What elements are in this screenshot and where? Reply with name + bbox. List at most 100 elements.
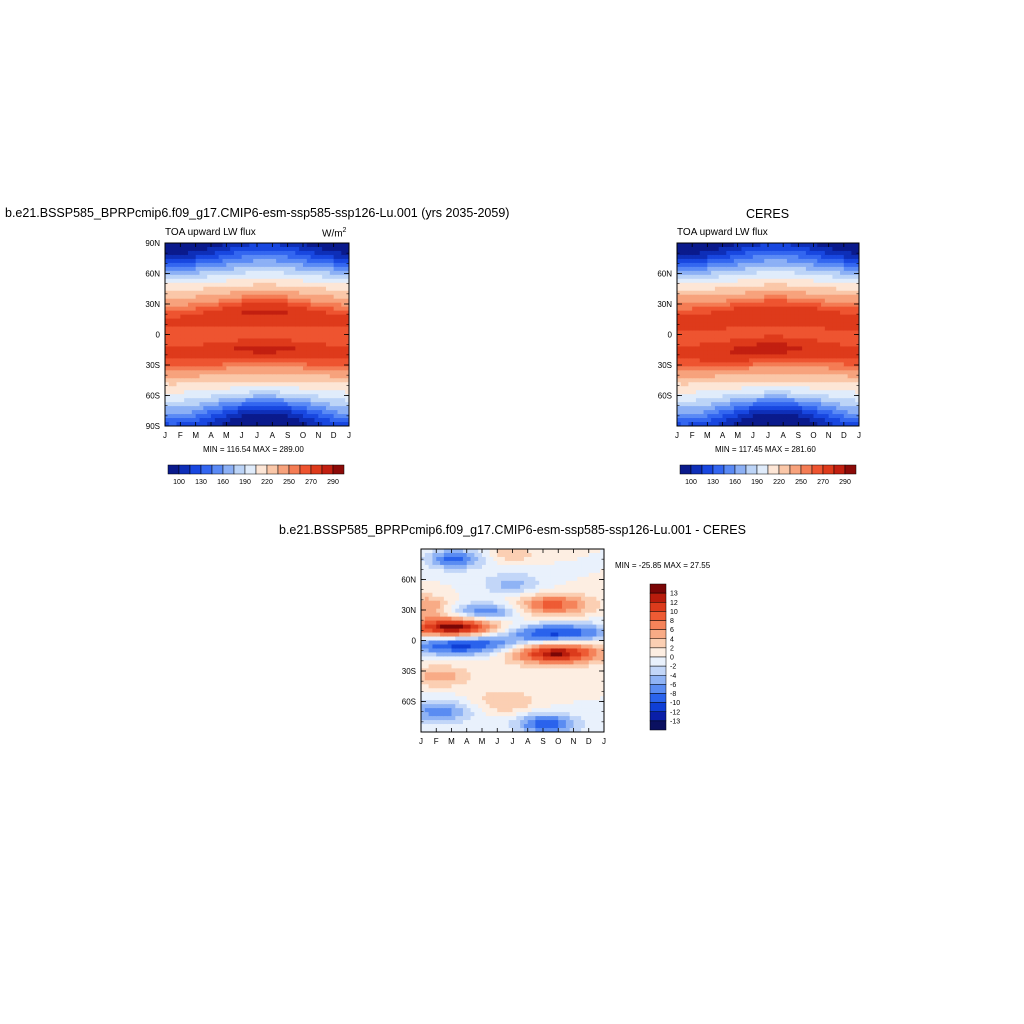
heatmap-cell (253, 282, 258, 288)
heatmap-cell (241, 290, 247, 296)
heatmap-cell (764, 350, 769, 355)
heatmap-cell (730, 314, 735, 320)
heatmap-cell (268, 282, 273, 288)
heatmap-cell (802, 314, 807, 320)
heatmap-cell (771, 366, 777, 371)
heatmap-cell (180, 326, 185, 332)
heatmap-cell (752, 250, 758, 256)
heatmap-cell (314, 338, 319, 344)
heatmap-cell (329, 294, 335, 300)
heatmap-cell (771, 330, 777, 336)
heatmap-cell (218, 350, 224, 355)
heatmap-cell (730, 294, 735, 300)
heatmap-cell (703, 406, 708, 411)
heatmap-cell (443, 588, 449, 594)
heatmap-cell (749, 266, 754, 272)
heatmap-cell (828, 274, 834, 280)
heatmap-cell (310, 366, 316, 371)
heatmap-cell (424, 700, 430, 705)
heatmap-cell (680, 342, 686, 348)
heatmap-cell (303, 254, 308, 260)
heatmap-cell (847, 290, 853, 296)
heatmap-cell (756, 374, 762, 379)
heatmap-cell (760, 330, 765, 336)
heatmap-cell (234, 398, 239, 403)
heatmap-cell (253, 243, 258, 248)
heatmap-cell (168, 266, 174, 272)
heatmap-cell (443, 664, 449, 669)
heatmap-cell (779, 390, 784, 395)
heatmap-cell (764, 382, 769, 387)
heatmap-cell (843, 342, 849, 348)
heatmap-cell (345, 318, 349, 324)
heatmap-cell (677, 402, 682, 407)
heatmap-cell (314, 302, 319, 308)
heatmap-cell (207, 422, 212, 426)
heatmap-cell (745, 350, 750, 355)
heatmap-cell (310, 402, 316, 407)
heatmap-cell (222, 286, 227, 292)
heatmap-cell (237, 402, 243, 407)
heatmap-cell (341, 262, 346, 268)
heatmap-cell (768, 350, 773, 355)
heatmap-cell (847, 330, 853, 336)
heatmap-cell (832, 346, 837, 352)
heatmap-cell (306, 346, 312, 352)
heatmap-cell (440, 572, 445, 578)
heatmap-cell (760, 370, 765, 375)
heatmap-cell (329, 282, 335, 288)
heatmap-cell (828, 402, 834, 407)
heatmap-cell (253, 314, 258, 320)
heatmap-cell (680, 422, 686, 426)
heatmap-cell (741, 258, 746, 264)
heatmap-cell (692, 402, 697, 407)
heatmap-cell (264, 366, 270, 371)
heatmap-cell (337, 422, 342, 426)
heatmap-cell (718, 286, 724, 292)
heatmap-cell (733, 250, 739, 256)
heatmap-cell (741, 346, 746, 352)
heatmap-cell (345, 274, 349, 280)
heatmap-cell (241, 366, 247, 371)
heatmap-cell (440, 612, 445, 618)
heatmap-cell (188, 346, 193, 352)
heatmap-cell (291, 250, 296, 256)
heatmap-cell (786, 274, 792, 280)
heatmap-cell (745, 306, 750, 312)
heatmap-cell (234, 290, 239, 296)
heatmap-cell (707, 306, 712, 312)
heatmap-cell (722, 282, 727, 288)
heatmap-cell (168, 314, 174, 320)
heatmap-cell (188, 414, 193, 419)
heatmap-cell (443, 692, 449, 697)
heatmap-cell (314, 370, 319, 375)
heatmap-cell (276, 286, 281, 292)
heatmap-cell (749, 422, 754, 426)
heatmap-cell (786, 402, 792, 407)
heatmap-cell (707, 338, 712, 344)
heatmap-cell (295, 354, 300, 359)
heatmap-cell (195, 386, 201, 391)
heatmap-cell (730, 302, 735, 308)
heatmap-cell (752, 418, 758, 423)
heatmap-cell (828, 362, 834, 367)
heatmap-cell (249, 302, 254, 308)
heatmap-cell (771, 318, 777, 324)
heatmap-cell (188, 410, 193, 415)
heatmap-cell (843, 294, 849, 300)
heatmap-cell (726, 243, 731, 248)
heatmap-cell (283, 294, 289, 300)
heatmap-cell (249, 258, 254, 264)
heatmap-cell (824, 290, 830, 296)
heatmap-cell (707, 298, 712, 304)
heatmap-cell (840, 338, 845, 344)
heatmap-cell (684, 358, 689, 363)
heatmap-cell (199, 278, 204, 284)
heatmap-cell (176, 298, 181, 304)
heatmap-cell (855, 398, 859, 403)
heatmap-cell (341, 414, 346, 419)
heatmap-cell (241, 270, 247, 276)
heatmap-cell (741, 394, 746, 399)
heatmap-cell (851, 294, 856, 300)
heatmap-cell (711, 266, 716, 272)
